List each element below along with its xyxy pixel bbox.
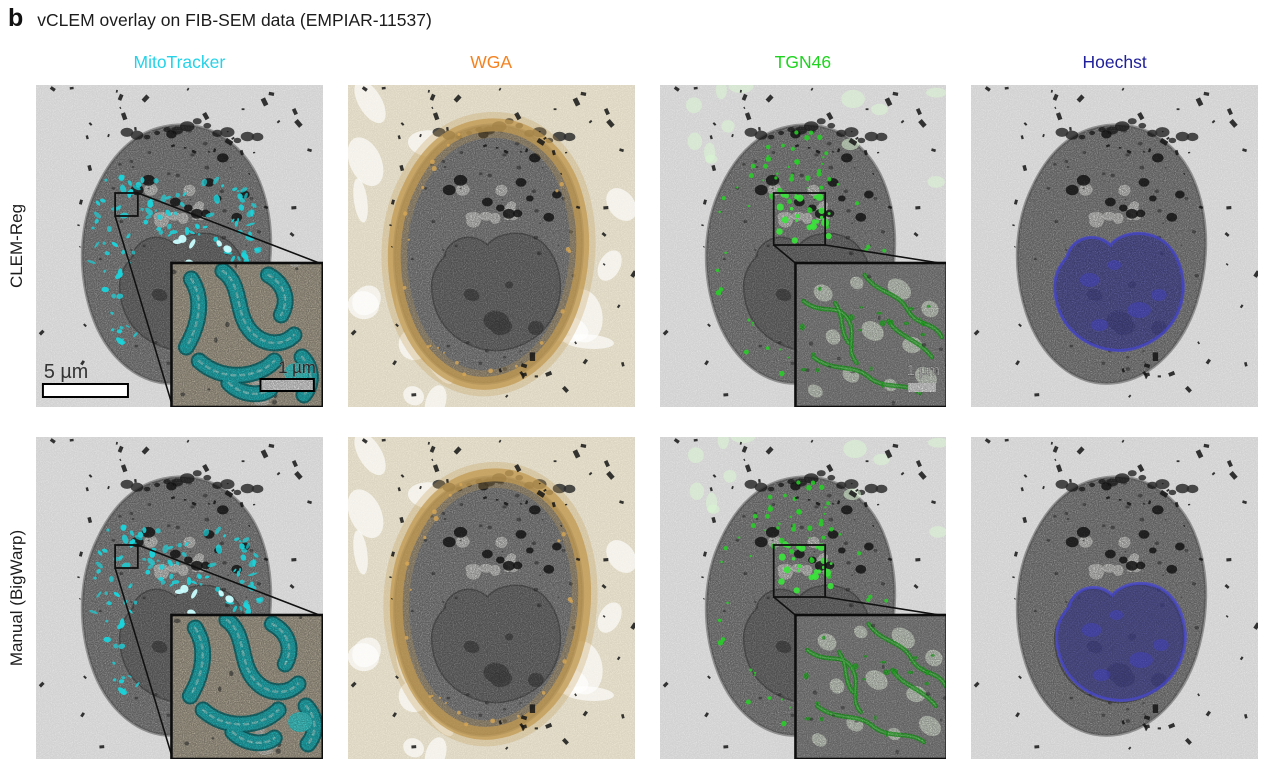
em-image-0-tgn: 1 µm <box>659 85 947 407</box>
column-header-hoechst: Hoechst <box>1082 52 1147 72</box>
panel-clemreg-tgn46: 1 µm <box>659 85 947 407</box>
svg-text:5 µm: 5 µm <box>44 361 88 383</box>
inset: 1 µm <box>170 261 323 407</box>
inset-callout: 1 µm <box>772 192 947 407</box>
inset <box>170 613 323 759</box>
panel-row-manual-bigwarp <box>36 437 1258 759</box>
roi-rect <box>772 544 826 598</box>
inset-callout <box>772 544 947 759</box>
panel-manual-wga <box>347 437 635 759</box>
em-image-0-wga <box>347 85 635 407</box>
figure-label: b <box>8 4 24 32</box>
roi-rect <box>114 544 139 569</box>
inset <box>793 613 947 759</box>
column-header-mitotracker: MitoTracker <box>133 52 226 72</box>
panel-clemreg-hoechst <box>971 85 1258 407</box>
channel-overlay-hoechst <box>1053 231 1186 352</box>
channel-overlay-wga <box>383 461 598 747</box>
row-label-manual-bigwarp: Manual (BigWarp) <box>7 529 27 667</box>
roi-rect <box>114 192 139 217</box>
figure-header: b vCLEM overlay on FIB-SEM data (EMPIAR-… <box>8 6 432 31</box>
panel-manual-tgn46 <box>659 437 947 759</box>
inset-callout <box>114 544 323 759</box>
em-image-1-mito <box>36 437 323 759</box>
roi-rect <box>772 192 826 246</box>
em-image-0-mito: 1 µm 5 µm <box>36 85 323 407</box>
channel-overlay-wga <box>381 111 596 397</box>
column-header-wga: WGA <box>470 52 513 72</box>
channel-overlay-tgn46 <box>685 85 947 377</box>
em-image-1-wga <box>347 437 635 759</box>
panel-row-clem-reg: 1 µm 5 µm <box>36 85 1258 407</box>
row-label-clem-reg: CLEM-Reg <box>7 203 26 289</box>
em-image-1-tgn <box>659 437 947 759</box>
inset-callout: 1 µm <box>114 192 323 407</box>
em-image-1-hoechst <box>971 437 1258 759</box>
panel-clemreg-wga <box>347 85 635 407</box>
figure-title: vCLEM overlay on FIB-SEM data (EMPIAR-11… <box>37 10 432 30</box>
column-headers: MitoTracker WGA TGN46 Hoechst <box>36 52 1258 73</box>
channel-overlay-mitotracker <box>89 524 266 695</box>
channel-overlay-mitotracker <box>87 174 264 345</box>
channel-overlay-hoechst <box>1055 581 1187 702</box>
panel-manual-hoechst <box>971 437 1258 759</box>
panel-manual-mitotracker <box>36 437 323 759</box>
em-image-0-hoechst <box>971 85 1258 407</box>
scale-bar-main: 5 µm <box>41 361 129 398</box>
column-header-tgn46: TGN46 <box>774 52 832 72</box>
inset: 1 µm <box>793 261 947 407</box>
panel-clemreg-mitotracker: 1 µm 5 µm <box>36 85 323 407</box>
